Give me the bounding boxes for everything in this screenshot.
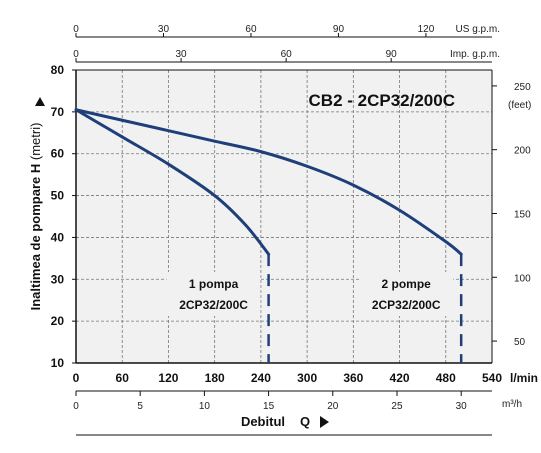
y-tick-label: 50 xyxy=(51,189,65,203)
grid xyxy=(76,70,492,363)
usgpm-tick-label: 30 xyxy=(158,24,170,35)
chart-title: CB2 - 2CP32/200C xyxy=(309,91,455,110)
series-label-1: 1 pompa xyxy=(189,277,239,291)
m3h-tick-label: 25 xyxy=(391,401,403,412)
m3h-tick-label: 5 xyxy=(137,401,143,412)
feet-tick-label: 100 xyxy=(514,273,531,284)
y-axis-symbol: H xyxy=(28,160,43,173)
x-axis-arrow-icon xyxy=(320,416,329,428)
y-axis-arrow-icon xyxy=(35,97,45,106)
impgpm-unit-label: Imp. g.p.m. xyxy=(450,49,500,60)
feet-tick-label: 250 xyxy=(514,82,531,93)
usgpm-tick-label: 60 xyxy=(245,24,257,35)
plot-area xyxy=(76,70,492,363)
x-tick-label-lmin: 480 xyxy=(436,371,456,385)
y-tick-label: 10 xyxy=(51,356,65,370)
y-axis-title-text: Inaltimea de pompare xyxy=(28,173,43,310)
series-line-1 xyxy=(74,108,271,256)
x-axis-title: Debitul xyxy=(241,414,285,429)
x-tick-label-lmin: 180 xyxy=(205,371,225,385)
usgpm-tick-label: 90 xyxy=(333,24,345,35)
y-tick-label: 80 xyxy=(51,63,65,77)
x-axis-symbol: Q xyxy=(300,414,310,429)
series-sublabel-1: 2CP32/200C xyxy=(179,298,248,312)
m3h-tick-label: 20 xyxy=(327,401,339,412)
feet-tick-label: 150 xyxy=(514,209,531,220)
series-line-2 xyxy=(74,108,463,256)
x-tick-label-lmin: 60 xyxy=(116,371,130,385)
y-axis-title: Inaltimea de pompare H (metri) xyxy=(28,123,43,311)
x-tick-label-lmin: 540 xyxy=(482,371,502,385)
m3h-tick-label: 0 xyxy=(73,401,79,412)
x-tick-label-lmin: 120 xyxy=(158,371,178,385)
m3h-tick-label: 10 xyxy=(199,401,211,412)
x-tick-label-lmin: 0 xyxy=(73,371,80,385)
series-sublabel-2: 2CP32/200C xyxy=(372,298,441,312)
y-tick-label: 40 xyxy=(51,230,65,244)
impgpm-tick-label: 30 xyxy=(176,49,188,60)
m3h-unit-label: m³/h xyxy=(502,399,522,410)
x-tick-label-lmin: 420 xyxy=(390,371,410,385)
y-axis-unit: (metri) xyxy=(28,123,43,161)
y-tick-label: 70 xyxy=(51,105,65,119)
impgpm-tick-label: 90 xyxy=(386,49,398,60)
feet-tick-label: 50 xyxy=(514,337,526,348)
usgpm-tick-label: 0 xyxy=(73,24,79,35)
usgpm-tick-label: 120 xyxy=(418,24,435,35)
y-tick-label: 30 xyxy=(51,272,65,286)
series-label-2: 2 pompe xyxy=(382,277,432,291)
series-label-bg xyxy=(166,272,261,316)
usgpm-unit-label: US g.p.m. xyxy=(456,24,500,35)
x-tick-label-lmin: 300 xyxy=(297,371,317,385)
m3h-tick-label: 15 xyxy=(263,401,275,412)
x-unit-lmin: l/min xyxy=(510,371,538,385)
feet-tick-label: 200 xyxy=(514,146,531,157)
impgpm-tick-label: 60 xyxy=(281,49,293,60)
x-tick-label-lmin: 360 xyxy=(343,371,363,385)
feet-unit-label: (feet) xyxy=(508,100,531,111)
y-tick-label: 20 xyxy=(51,314,65,328)
x-tick-label-lmin: 240 xyxy=(251,371,271,385)
series-label-bg xyxy=(359,272,454,316)
impgpm-tick-label: 0 xyxy=(73,49,79,60)
y-tick-label: 60 xyxy=(51,147,65,161)
m3h-tick-label: 30 xyxy=(456,401,468,412)
